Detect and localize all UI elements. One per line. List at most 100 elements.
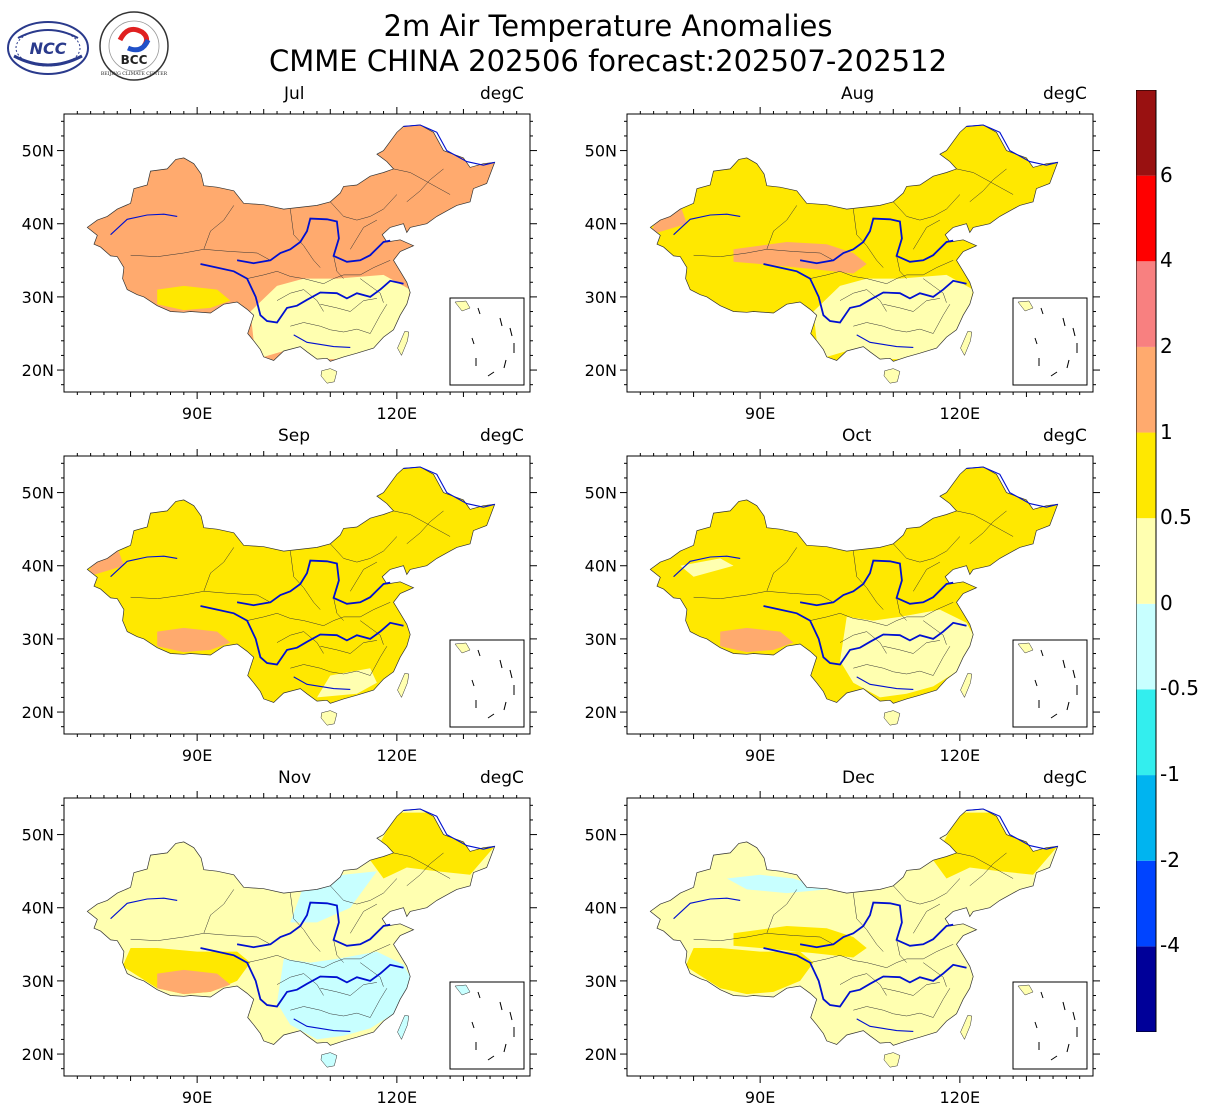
south-china-sea-inset — [449, 297, 525, 386]
lon-tick-label: 90E — [182, 404, 212, 423]
inset-dash-line — [1072, 1011, 1076, 1021]
inset-dash-line — [1066, 701, 1070, 711]
inset-dash-line — [499, 317, 503, 327]
river-line — [673, 213, 741, 236]
river-line — [763, 263, 967, 324]
river-line — [856, 1018, 914, 1032]
province-boundary — [330, 536, 398, 563]
colorbar-swatch — [1136, 603, 1156, 690]
anomaly-region — [680, 558, 734, 577]
river-line — [966, 808, 1058, 850]
province-boundary — [766, 889, 798, 934]
panel-month-label: Nov — [278, 768, 312, 788]
taiwan-fill — [397, 1015, 410, 1040]
bcc-logo-caption: BEIJING CLIMATE CENTER — [101, 71, 168, 77]
province-boundary — [883, 982, 940, 996]
province-boundary — [393, 852, 451, 879]
taiwan-fill — [960, 331, 973, 356]
inset-dash-line — [499, 1001, 503, 1011]
map-jul: 20N 30N 40N 50N 90E 120E — [22, 107, 537, 423]
anomaly-region — [157, 969, 231, 995]
map-panel-sep: Sep degC 20N 30N 40N 50N 90E 120E — [0, 424, 565, 765]
province-boundary — [896, 255, 907, 279]
colorbar-swatch — [1136, 346, 1156, 433]
map-panel-dec: Dec degC 20N 30N 40N 50N 90E 120E — [563, 766, 1128, 1107]
lat-tick-label: 50N — [585, 142, 617, 161]
province-boundary — [853, 551, 884, 610]
river-line — [966, 124, 1058, 166]
province-boundary — [883, 640, 940, 654]
lat-tick-label: 30N — [22, 630, 54, 649]
province-boundary — [320, 640, 377, 654]
province-boundary — [969, 510, 1007, 544]
lon-tick-label: 90E — [745, 1088, 775, 1107]
inset-dash-line — [1066, 359, 1070, 369]
inset-dash-line — [487, 371, 495, 377]
province-boundary — [276, 289, 324, 312]
river-line — [293, 676, 351, 690]
anomaly-region — [157, 627, 231, 653]
panel-month-label: Sep — [278, 426, 311, 446]
lat-tick-label: 40N — [585, 899, 617, 918]
lat-tick-label: 50N — [22, 142, 54, 161]
province-boundary — [320, 982, 377, 996]
colorbar-tick-label: 0.5 — [1160, 505, 1192, 530]
colorbar-swatch — [1136, 175, 1156, 262]
anomaly-region — [370, 812, 495, 879]
colorbar-swatch — [1136, 946, 1156, 1032]
river-line — [293, 1018, 351, 1032]
province-boundary — [303, 944, 391, 968]
colorbar-tick-label: 1 — [1160, 419, 1173, 444]
chart-subtitle: CMME CHINA 202506 forecast:202507-202512 — [268, 44, 948, 78]
inset-dash-line — [503, 1043, 507, 1053]
province-boundary — [913, 903, 941, 934]
province-boundary — [913, 219, 941, 250]
province-boundary — [290, 988, 388, 1018]
province-boundary — [913, 561, 941, 592]
colorbar-swatch — [1136, 518, 1156, 604]
anomaly-region — [840, 609, 974, 698]
panel-month-label: Dec — [842, 768, 875, 788]
river-line — [200, 263, 404, 324]
province-boundary — [247, 613, 304, 621]
river-line — [673, 897, 741, 920]
province-boundary — [969, 168, 1007, 202]
province-boundary — [290, 209, 321, 268]
country-border — [86, 808, 496, 1046]
country-border — [86, 124, 496, 362]
colorbar-swatch — [1136, 689, 1156, 776]
province-boundary — [956, 852, 1014, 879]
colorbar-tick-label: 4 — [1160, 248, 1173, 273]
river-line — [856, 334, 914, 348]
colorbar-frame — [1136, 90, 1157, 1032]
inset-dash-line — [477, 991, 481, 999]
province-boundary — [956, 168, 1014, 195]
anomaly-region — [685, 948, 814, 995]
inset-dash-line — [1040, 649, 1044, 657]
panel-unit-label: degC — [480, 426, 524, 446]
province-boundary — [810, 955, 867, 963]
lat-tick-label: 20N — [585, 703, 617, 722]
inset-dash-line — [477, 649, 481, 657]
lon-tick-label: 120E — [377, 746, 418, 765]
river-line — [403, 808, 495, 850]
province-boundary — [923, 278, 947, 303]
ncc-logo: NCC — [7, 21, 89, 75]
bcc-logo-text: BCC — [121, 53, 148, 67]
colorbar-swatch — [1136, 775, 1156, 861]
river-line — [293, 334, 351, 348]
inset-dash-line — [1034, 1021, 1038, 1029]
province-boundary — [350, 903, 378, 934]
inset-coast — [1017, 642, 1034, 654]
lat-tick-label: 20N — [22, 703, 54, 722]
colorbar-tick-label: 0 — [1160, 590, 1173, 615]
lat-tick-label: 20N — [585, 361, 617, 380]
chart-title: 2m Air Temperature Anomalies — [383, 9, 833, 43]
province-boundary — [810, 271, 867, 279]
river-line — [110, 213, 178, 236]
country-border — [649, 124, 1059, 362]
province-boundary — [350, 219, 378, 250]
province-boundary — [393, 168, 451, 195]
lat-tick-label: 20N — [22, 361, 54, 380]
inset-dash-line — [487, 1055, 495, 1061]
